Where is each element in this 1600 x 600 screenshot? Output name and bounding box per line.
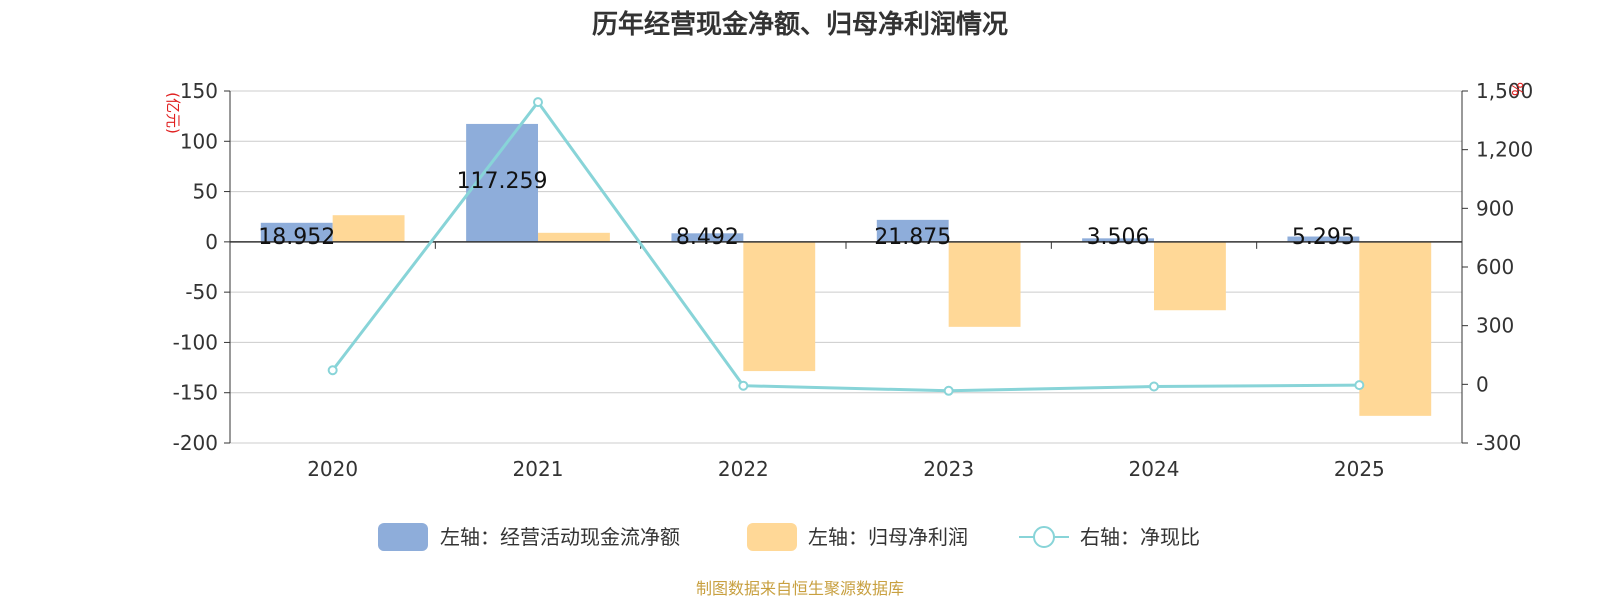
left-tick-label: -100 [173, 330, 218, 354]
profit-bar [1154, 241, 1226, 311]
left-tick-label: -150 [173, 381, 218, 405]
legend-label-profit[interactable]: 左轴：归母净利润 [808, 525, 968, 549]
category-label: 2020 [307, 457, 358, 481]
legend: 左轴：经营活动现金流净额 左轴：归母净利润 右轴：净现比 [378, 523, 1200, 551]
left-tick-label: -200 [173, 431, 218, 455]
category-label: 2024 [1129, 457, 1180, 481]
cashflow-bar [260, 222, 333, 242]
category-label: 2021 [513, 457, 564, 481]
data-labels: 18.952 117.259 8.492 21.875 3.506 5.295 [258, 169, 1355, 250]
legend-swatch-profit[interactable] [747, 523, 797, 551]
profit-bar [1359, 241, 1432, 416]
left-tick-label: 150 [180, 79, 218, 103]
cashflow-data-label: 117.259 [457, 169, 548, 194]
category-label: 2022 [718, 457, 769, 481]
bars [260, 123, 1432, 416]
left-tick-label: 100 [180, 129, 218, 153]
cashflow-data-label: 8.492 [676, 225, 739, 250]
profit-bar [538, 232, 610, 242]
ratio-point [1149, 381, 1159, 392]
category-label: 2025 [1334, 457, 1385, 481]
ratio-point [943, 385, 954, 396]
legend-label-ratio[interactable]: 右轴：净现比 [1080, 525, 1200, 549]
right-tick-label: 600 [1476, 255, 1514, 279]
right-tick-label: 0 [1476, 372, 1489, 396]
category-label: 2023 [923, 457, 974, 481]
right-tick-label: 1,500 [1476, 79, 1533, 103]
cashflow-data-label: 18.952 [258, 225, 335, 250]
legend-swatch-cashflow[interactable] [378, 523, 428, 551]
cashflow-bar [1287, 236, 1360, 242]
cashflow-bar [1082, 238, 1154, 242]
cashflow-data-label: 5.295 [1292, 225, 1355, 250]
ratio-line [327, 97, 1365, 396]
profit-bar [743, 241, 816, 372]
cashflow-bar [466, 123, 538, 242]
ratio-point [533, 97, 543, 108]
right-tick-label: 300 [1476, 314, 1514, 338]
right-tick-label: 1,200 [1476, 138, 1533, 162]
ratio-point [327, 365, 338, 376]
profit-bar [332, 215, 405, 242]
right-tick-label: 900 [1476, 196, 1514, 220]
source-note: 制图数据来自恒生聚源数据库 [696, 579, 904, 598]
chart-title: 历年经营现金净额、归母净利润情况 [592, 9, 1008, 40]
ratio-polyline [331, 99, 1360, 393]
ratio-point [1354, 380, 1365, 391]
left-tick-label: 50 [193, 180, 218, 204]
left-tick-label: -50 [185, 280, 218, 304]
cashflow-data-label: 21.875 [874, 225, 951, 250]
right-tick-label: -300 [1476, 431, 1521, 455]
legend-label-cashflow[interactable]: 左轴：经营活动现金流净额 [440, 525, 680, 549]
left-tick-label: 0 [205, 230, 218, 254]
profit-bar [948, 241, 1021, 327]
cashflow-data-label: 3.506 [1087, 225, 1150, 250]
left-axis-unit: (亿元) [164, 92, 182, 134]
cashflow-bar [876, 219, 949, 242]
gridlines [230, 90, 1462, 444]
right-axis-unit: % [1508, 82, 1526, 96]
axes: 150 100 50 0 -50 -100 -150 -200 1,500 1,200 900 600… [173, 79, 1534, 481]
cashflow-bar [671, 233, 744, 242]
ratio-point [738, 380, 749, 391]
legend-swatch-ratio-marker[interactable] [1033, 526, 1055, 548]
